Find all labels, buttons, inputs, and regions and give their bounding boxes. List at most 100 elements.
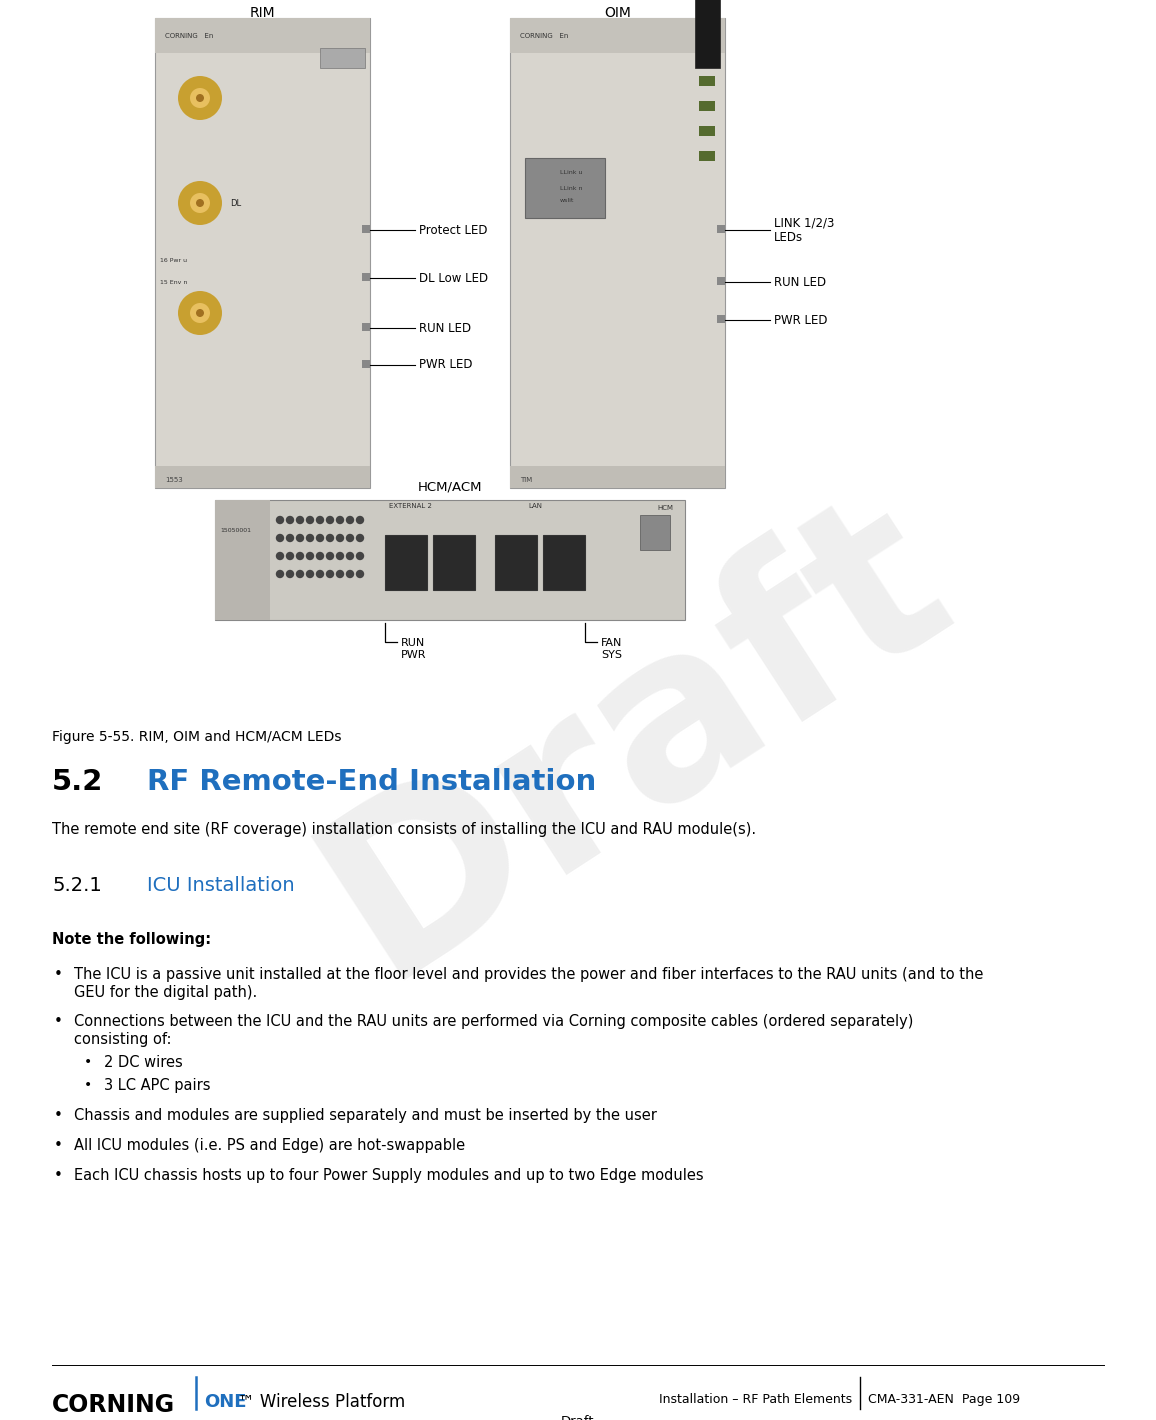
Circle shape	[306, 534, 313, 541]
Text: PWR LED: PWR LED	[418, 358, 473, 372]
Text: The ICU is a passive unit installed at the floor level and provides the power an: The ICU is a passive unit installed at t…	[74, 967, 984, 983]
Circle shape	[287, 517, 294, 524]
Text: FAN
SYS: FAN SYS	[601, 638, 622, 660]
Circle shape	[178, 291, 222, 335]
Circle shape	[326, 571, 333, 578]
FancyBboxPatch shape	[362, 224, 370, 233]
FancyBboxPatch shape	[717, 277, 725, 285]
Text: GEU for the digital path).: GEU for the digital path).	[74, 985, 258, 1000]
Text: CORNING: CORNING	[52, 1393, 175, 1417]
Circle shape	[197, 310, 203, 317]
FancyBboxPatch shape	[510, 18, 725, 488]
Text: Protect LED: Protect LED	[418, 223, 488, 237]
Text: 5.2: 5.2	[52, 768, 103, 797]
Text: •: •	[84, 1078, 92, 1092]
Circle shape	[317, 552, 324, 559]
Circle shape	[190, 88, 210, 108]
Text: OIM: OIM	[605, 6, 631, 20]
Text: PWR LED: PWR LED	[775, 314, 828, 327]
Text: •: •	[54, 1108, 62, 1123]
Circle shape	[347, 571, 354, 578]
FancyBboxPatch shape	[495, 535, 538, 589]
Text: CORNING   En: CORNING En	[520, 33, 569, 38]
Circle shape	[326, 517, 333, 524]
Text: consisting of:: consisting of:	[74, 1032, 171, 1047]
FancyBboxPatch shape	[640, 515, 670, 550]
Text: ONE: ONE	[203, 1393, 246, 1411]
Text: ICU Installation: ICU Installation	[147, 876, 295, 895]
FancyBboxPatch shape	[695, 0, 720, 68]
Text: •: •	[54, 967, 62, 983]
Text: LAN: LAN	[528, 503, 542, 508]
Text: 3 LC APC pairs: 3 LC APC pairs	[104, 1078, 210, 1093]
Text: Installation – RF Path Elements: Installation – RF Path Elements	[659, 1393, 852, 1406]
Circle shape	[356, 552, 363, 559]
FancyBboxPatch shape	[510, 466, 725, 488]
Text: Draft: Draft	[286, 456, 986, 1021]
Circle shape	[317, 571, 324, 578]
FancyBboxPatch shape	[717, 224, 725, 233]
Circle shape	[347, 552, 354, 559]
Circle shape	[336, 571, 343, 578]
FancyBboxPatch shape	[717, 315, 725, 322]
Circle shape	[336, 517, 343, 524]
Circle shape	[287, 552, 294, 559]
FancyBboxPatch shape	[320, 48, 365, 68]
FancyBboxPatch shape	[699, 101, 716, 111]
FancyBboxPatch shape	[362, 322, 370, 331]
Circle shape	[276, 534, 283, 541]
Text: wslit: wslit	[560, 197, 575, 203]
Text: •: •	[54, 1137, 62, 1153]
FancyBboxPatch shape	[699, 151, 716, 160]
Text: RUN LED: RUN LED	[775, 275, 827, 288]
Circle shape	[296, 571, 304, 578]
Text: •: •	[84, 1055, 92, 1069]
Text: LLink u: LLink u	[560, 170, 583, 176]
Circle shape	[178, 180, 222, 224]
Circle shape	[306, 517, 313, 524]
Text: RUN
PWR: RUN PWR	[401, 638, 427, 660]
Circle shape	[326, 534, 333, 541]
Circle shape	[197, 94, 203, 102]
FancyBboxPatch shape	[510, 18, 725, 53]
Text: HCM: HCM	[657, 506, 673, 511]
Circle shape	[356, 517, 363, 524]
Circle shape	[326, 552, 333, 559]
FancyBboxPatch shape	[699, 126, 716, 136]
Text: •: •	[54, 1169, 62, 1183]
FancyBboxPatch shape	[155, 18, 370, 488]
Text: Note the following:: Note the following:	[52, 932, 212, 947]
Circle shape	[356, 534, 363, 541]
Circle shape	[276, 517, 283, 524]
Circle shape	[336, 552, 343, 559]
Circle shape	[347, 534, 354, 541]
Text: Connections between the ICU and the RAU units are performed via Corning composit: Connections between the ICU and the RAU …	[74, 1014, 913, 1030]
Text: EXTERNAL 2: EXTERNAL 2	[388, 503, 431, 508]
Text: RF Remote-End Installation: RF Remote-End Installation	[147, 768, 596, 797]
Text: HCM/ACM: HCM/ACM	[417, 481, 482, 494]
Text: 1553: 1553	[165, 477, 183, 483]
Text: Chassis and modules are supplied separately and must be inserted by the user: Chassis and modules are supplied separat…	[74, 1108, 657, 1123]
Text: TIM: TIM	[520, 477, 532, 483]
Text: 15050001: 15050001	[220, 527, 251, 532]
Circle shape	[276, 552, 283, 559]
Text: 16 Pwr u: 16 Pwr u	[160, 257, 187, 263]
Circle shape	[190, 302, 210, 322]
FancyBboxPatch shape	[434, 535, 475, 589]
Circle shape	[356, 571, 363, 578]
Text: •: •	[54, 1014, 62, 1030]
FancyBboxPatch shape	[525, 158, 605, 219]
Text: LINK 1/2/3
LEDs: LINK 1/2/3 LEDs	[775, 216, 835, 244]
Text: RUN LED: RUN LED	[418, 321, 472, 335]
Text: DL: DL	[230, 199, 242, 207]
Text: Each ICU chassis hosts up to four Power Supply modules and up to two Edge module: Each ICU chassis hosts up to four Power …	[74, 1169, 704, 1183]
Circle shape	[197, 199, 203, 207]
Text: RIM: RIM	[250, 6, 275, 20]
FancyBboxPatch shape	[215, 500, 686, 621]
Circle shape	[317, 534, 324, 541]
Circle shape	[276, 571, 283, 578]
Circle shape	[296, 552, 304, 559]
Text: 15 Env n: 15 Env n	[160, 280, 187, 284]
FancyBboxPatch shape	[699, 77, 716, 87]
Text: CORNING   En: CORNING En	[165, 33, 214, 38]
